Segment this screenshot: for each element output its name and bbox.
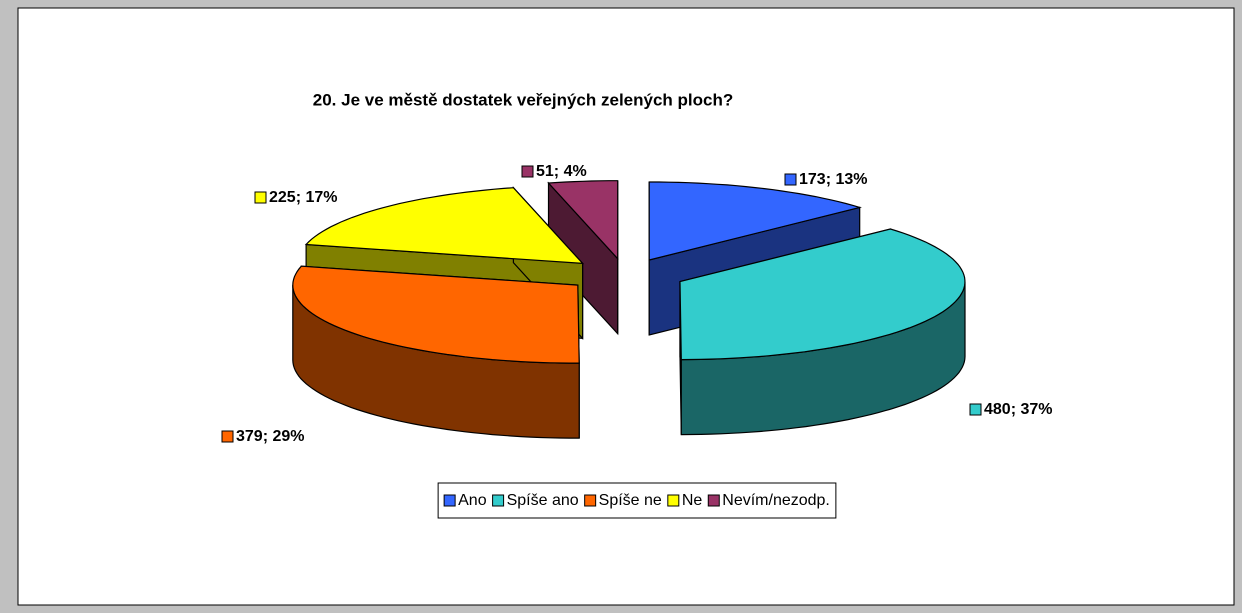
legend-label: Spíše ano (507, 492, 579, 509)
legend-key (443, 494, 456, 507)
label-key (221, 430, 234, 443)
legend-label: Nevím/nezodp. (722, 492, 830, 509)
data-label: 51; 4% (536, 163, 587, 180)
slice-top (292, 265, 580, 364)
chart-title: 20. Je ve městě dostatek veřejných zelen… (313, 90, 733, 109)
legend-label: Spíše ne (599, 492, 662, 509)
data-label: 225; 17% (269, 189, 338, 206)
slice (679, 228, 966, 436)
label-key (254, 191, 267, 204)
slice-top (679, 228, 966, 361)
slice (547, 180, 619, 336)
label-key (521, 165, 534, 178)
data-label: 480; 37% (984, 401, 1053, 418)
label-key (784, 173, 797, 186)
legend-label: Ne (682, 492, 703, 509)
legend-box (437, 482, 837, 519)
data-label: 379; 29% (236, 428, 305, 445)
slice-top (648, 181, 862, 261)
slice (292, 265, 580, 439)
legend-key (584, 494, 597, 507)
legend-label: Ano (458, 492, 487, 509)
legend: Ano Spíše ano Spíše ne Ne Nevím/nezodp. (437, 482, 837, 519)
legend-key (707, 494, 720, 507)
slice-top (304, 187, 585, 265)
legend-key (667, 494, 680, 507)
data-label: 173; 13% (799, 171, 868, 188)
slice-top (547, 180, 619, 261)
legend-key (492, 494, 505, 507)
label-key (969, 403, 982, 416)
